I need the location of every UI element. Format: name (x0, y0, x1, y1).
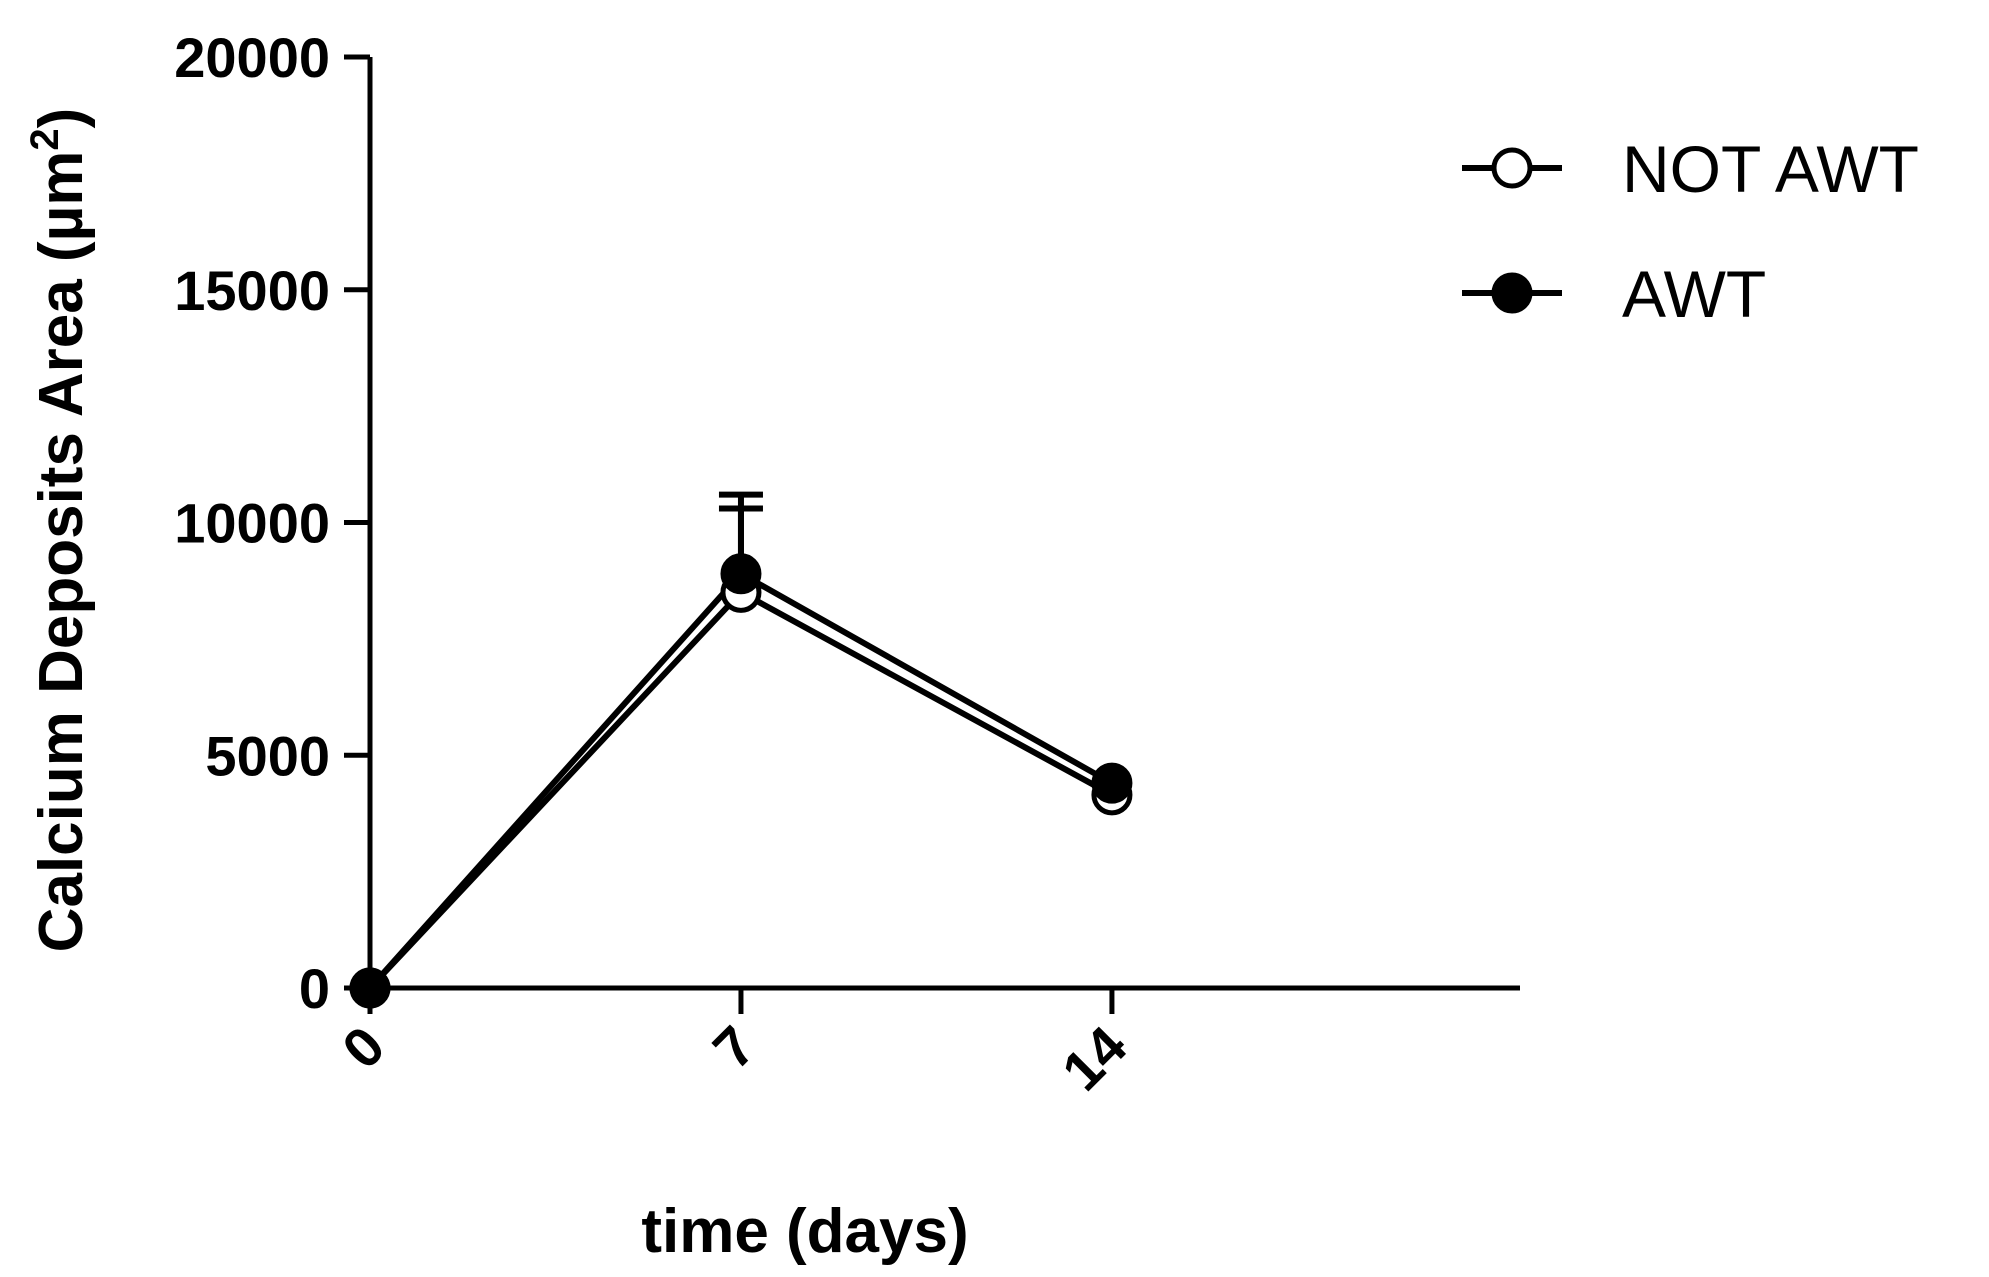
series-line-not-awt (367, 588, 1114, 991)
legend-label-not-awt: NOT AWT (1622, 132, 1919, 206)
series-layer (349, 491, 1133, 1009)
x-axis: 0 7 14 (330, 985, 1520, 1103)
y-axis-title-superscript: 2 (23, 128, 67, 150)
y-axis-title-text: Calcium Deposits Area (µm (27, 151, 96, 953)
y-axis-title-close: ) (27, 108, 96, 129)
y-ticks: 0 5000 10000 15000 20000 (174, 26, 370, 1020)
legend-marker-not-awt (1491, 147, 1533, 189)
legend: NOT AWT AWT (1462, 132, 1919, 331)
legend-marker-awt (1491, 272, 1533, 314)
series-line-awt (367, 569, 1114, 991)
point-awt-7 (720, 553, 762, 595)
point-awt-0 (349, 967, 391, 1009)
y-axis: 0 5000 10000 15000 20000 (174, 26, 373, 1020)
legend-item-not-awt: NOT AWT (1462, 132, 1919, 206)
legend-label-awt: AWT (1622, 257, 1766, 331)
point-awt-14 (1091, 762, 1133, 804)
y-tick-label-0: 0 (299, 957, 330, 1020)
y-tick-label-20000: 20000 (174, 26, 330, 89)
y-axis-title: Calcium Deposits Area (µm2) (23, 108, 96, 953)
x-tick-label-14: 14 (1050, 1014, 1139, 1103)
y-tick-label-5000: 5000 (205, 724, 330, 787)
y-tick-label-15000: 15000 (174, 259, 330, 322)
x-tick-label-7: 7 (701, 1014, 768, 1081)
x-axis-title: time (days) (641, 1197, 968, 1266)
x-tick-label-0: 0 (330, 1014, 397, 1081)
legend-item-awt: AWT (1462, 257, 1766, 331)
x-ticks: 0 7 14 (330, 988, 1139, 1103)
y-tick-label-10000: 10000 (174, 492, 330, 555)
